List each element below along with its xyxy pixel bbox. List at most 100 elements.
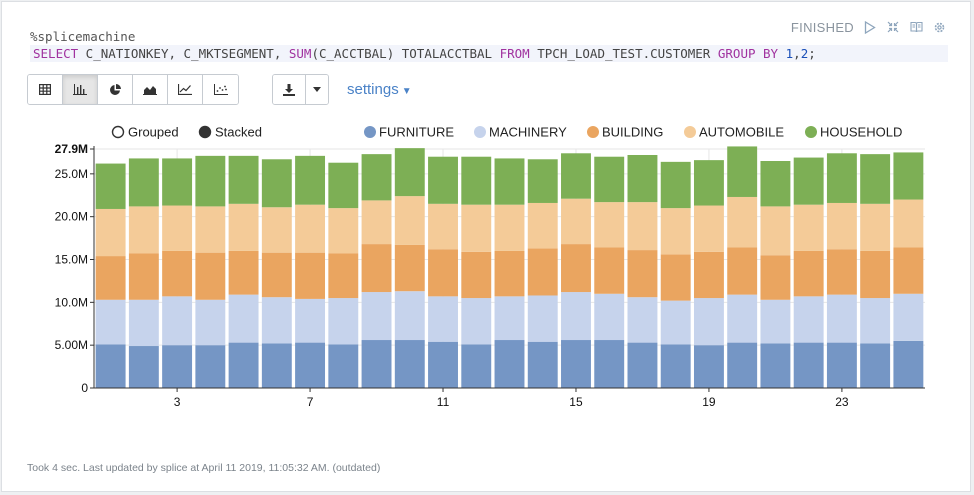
- bar-segment-household[interactable]: [428, 156, 458, 204]
- gear-icon[interactable]: [932, 21, 946, 35]
- bar-segment-building[interactable]: [428, 249, 458, 297]
- bar-segment-building[interactable]: [760, 255, 791, 300]
- bar-segment-machinery[interactable]: [893, 293, 924, 341]
- bar-segment-furniture[interactable]: [295, 342, 326, 388]
- bar-segment-household[interactable]: [627, 154, 658, 203]
- bar-segment-building[interactable]: [461, 251, 492, 299]
- bar-segment-furniture[interactable]: [95, 344, 126, 388]
- bar-segment-automobile[interactable]: [295, 204, 326, 253]
- bar-segment-machinery[interactable]: [627, 297, 658, 343]
- bar-segment-building[interactable]: [128, 253, 159, 300]
- legend-swatch-machinery[interactable]: [474, 126, 486, 138]
- bar-segment-machinery[interactable]: [693, 298, 724, 346]
- bar-segment-household[interactable]: [95, 163, 126, 209]
- pie-chart-view-button[interactable]: [98, 75, 133, 104]
- bar-segment-building[interactable]: [660, 254, 691, 301]
- legend-swatch-furniture[interactable]: [364, 126, 376, 138]
- bar-segment-building[interactable]: [95, 256, 126, 300]
- bar-segment-furniture[interactable]: [693, 345, 724, 388]
- bar-segment-machinery[interactable]: [295, 298, 326, 343]
- bar-segment-machinery[interactable]: [760, 299, 791, 344]
- bar-segment-automobile[interactable]: [693, 205, 724, 252]
- code-editor[interactable]: %splicemachine SELECT C_NATIONKEY, C_MKT…: [30, 28, 948, 62]
- bar-segment-machinery[interactable]: [128, 299, 159, 347]
- run-icon[interactable]: [863, 20, 877, 35]
- bar-segment-furniture[interactable]: [461, 344, 492, 388]
- table-view-button[interactable]: [28, 75, 63, 104]
- legend-label-furniture[interactable]: FURNITURE: [379, 125, 454, 140]
- bar-segment-household[interactable]: [228, 155, 259, 204]
- bar-segment-household[interactable]: [793, 157, 824, 205]
- bar-segment-automobile[interactable]: [162, 205, 193, 251]
- bar-segment-furniture[interactable]: [893, 340, 924, 388]
- bar-segment-furniture[interactable]: [594, 340, 625, 388]
- bar-segment-household[interactable]: [527, 159, 558, 203]
- legend-label-household[interactable]: HOUSEHOLD: [820, 125, 902, 140]
- bar-segment-household[interactable]: [195, 155, 226, 207]
- bar-segment-furniture[interactable]: [527, 341, 558, 388]
- bar-segment-household[interactable]: [494, 158, 525, 205]
- bar-segment-automobile[interactable]: [228, 203, 259, 251]
- mode-radio-grouped[interactable]: [111, 125, 125, 139]
- bar-segment-automobile[interactable]: [594, 202, 625, 248]
- bar-segment-household[interactable]: [561, 153, 591, 199]
- bar-segment-automobile[interactable]: [128, 206, 159, 254]
- bar-segment-automobile[interactable]: [261, 207, 292, 253]
- bar-segment-building[interactable]: [627, 250, 658, 298]
- bar-segment-furniture[interactable]: [660, 344, 691, 388]
- bar-segment-machinery[interactable]: [793, 296, 824, 343]
- bar-segment-building[interactable]: [261, 252, 292, 298]
- bar-segment-household[interactable]: [693, 160, 724, 206]
- bar-segment-household[interactable]: [660, 161, 691, 209]
- collapse-icon[interactable]: [886, 21, 900, 35]
- bar-segment-automobile[interactable]: [527, 202, 558, 249]
- bar-segment-building[interactable]: [162, 250, 193, 297]
- bar-segment-furniture[interactable]: [494, 340, 525, 388]
- bar-segment-automobile[interactable]: [95, 208, 126, 257]
- bar-segment-household[interactable]: [893, 152, 924, 200]
- bar-segment-automobile[interactable]: [627, 202, 658, 251]
- bar-segment-household[interactable]: [328, 162, 359, 209]
- bar-segment-furniture[interactable]: [727, 342, 758, 388]
- bar-segment-machinery[interactable]: [328, 298, 359, 345]
- bar-segment-automobile[interactable]: [727, 196, 758, 248]
- bar-segment-building[interactable]: [860, 250, 891, 299]
- settings-toggle[interactable]: settings ▼: [347, 81, 412, 98]
- bar-segment-furniture[interactable]: [228, 342, 259, 388]
- bar-segment-building[interactable]: [361, 244, 392, 293]
- bar-segment-machinery[interactable]: [461, 298, 492, 345]
- bar-segment-household[interactable]: [594, 156, 625, 203]
- bar-segment-building[interactable]: [494, 250, 525, 297]
- bar-segment-furniture[interactable]: [561, 340, 591, 388]
- bar-segment-household[interactable]: [162, 158, 193, 206]
- bar-segment-automobile[interactable]: [793, 204, 824, 251]
- bar-segment-building[interactable]: [693, 251, 724, 299]
- bar-segment-automobile[interactable]: [860, 203, 891, 251]
- bar-segment-furniture[interactable]: [128, 346, 159, 388]
- bar-segment-furniture[interactable]: [261, 343, 292, 388]
- legend-label-automobile[interactable]: AUTOMOBILE: [699, 125, 784, 140]
- bar-segment-building[interactable]: [527, 248, 558, 296]
- bar-segment-machinery[interactable]: [394, 291, 425, 341]
- download-button[interactable]: [273, 75, 305, 104]
- bar-segment-machinery[interactable]: [162, 296, 193, 346]
- bar-segment-furniture[interactable]: [361, 340, 392, 388]
- legend-swatch-building[interactable]: [587, 126, 599, 138]
- mode-label-grouped[interactable]: Grouped: [128, 125, 179, 140]
- bar-segment-furniture[interactable]: [627, 342, 658, 388]
- bar-segment-automobile[interactable]: [195, 206, 226, 253]
- bar-segment-machinery[interactable]: [826, 294, 857, 343]
- bar-segment-machinery[interactable]: [561, 292, 591, 341]
- bar-segment-building[interactable]: [727, 247, 758, 295]
- book-icon[interactable]: [909, 21, 923, 35]
- bar-segment-building[interactable]: [228, 250, 259, 295]
- bar-segment-automobile[interactable]: [428, 203, 458, 250]
- mode-label-stacked[interactable]: Stacked: [215, 125, 262, 140]
- bar-segment-machinery[interactable]: [660, 300, 691, 345]
- line-chart-view-button[interactable]: [168, 75, 203, 104]
- bar-segment-furniture[interactable]: [328, 344, 359, 388]
- bar-segment-household[interactable]: [361, 154, 392, 201]
- bar-segment-household[interactable]: [394, 148, 425, 197]
- bar-segment-machinery[interactable]: [494, 296, 525, 341]
- bar-segment-household[interactable]: [826, 153, 857, 203]
